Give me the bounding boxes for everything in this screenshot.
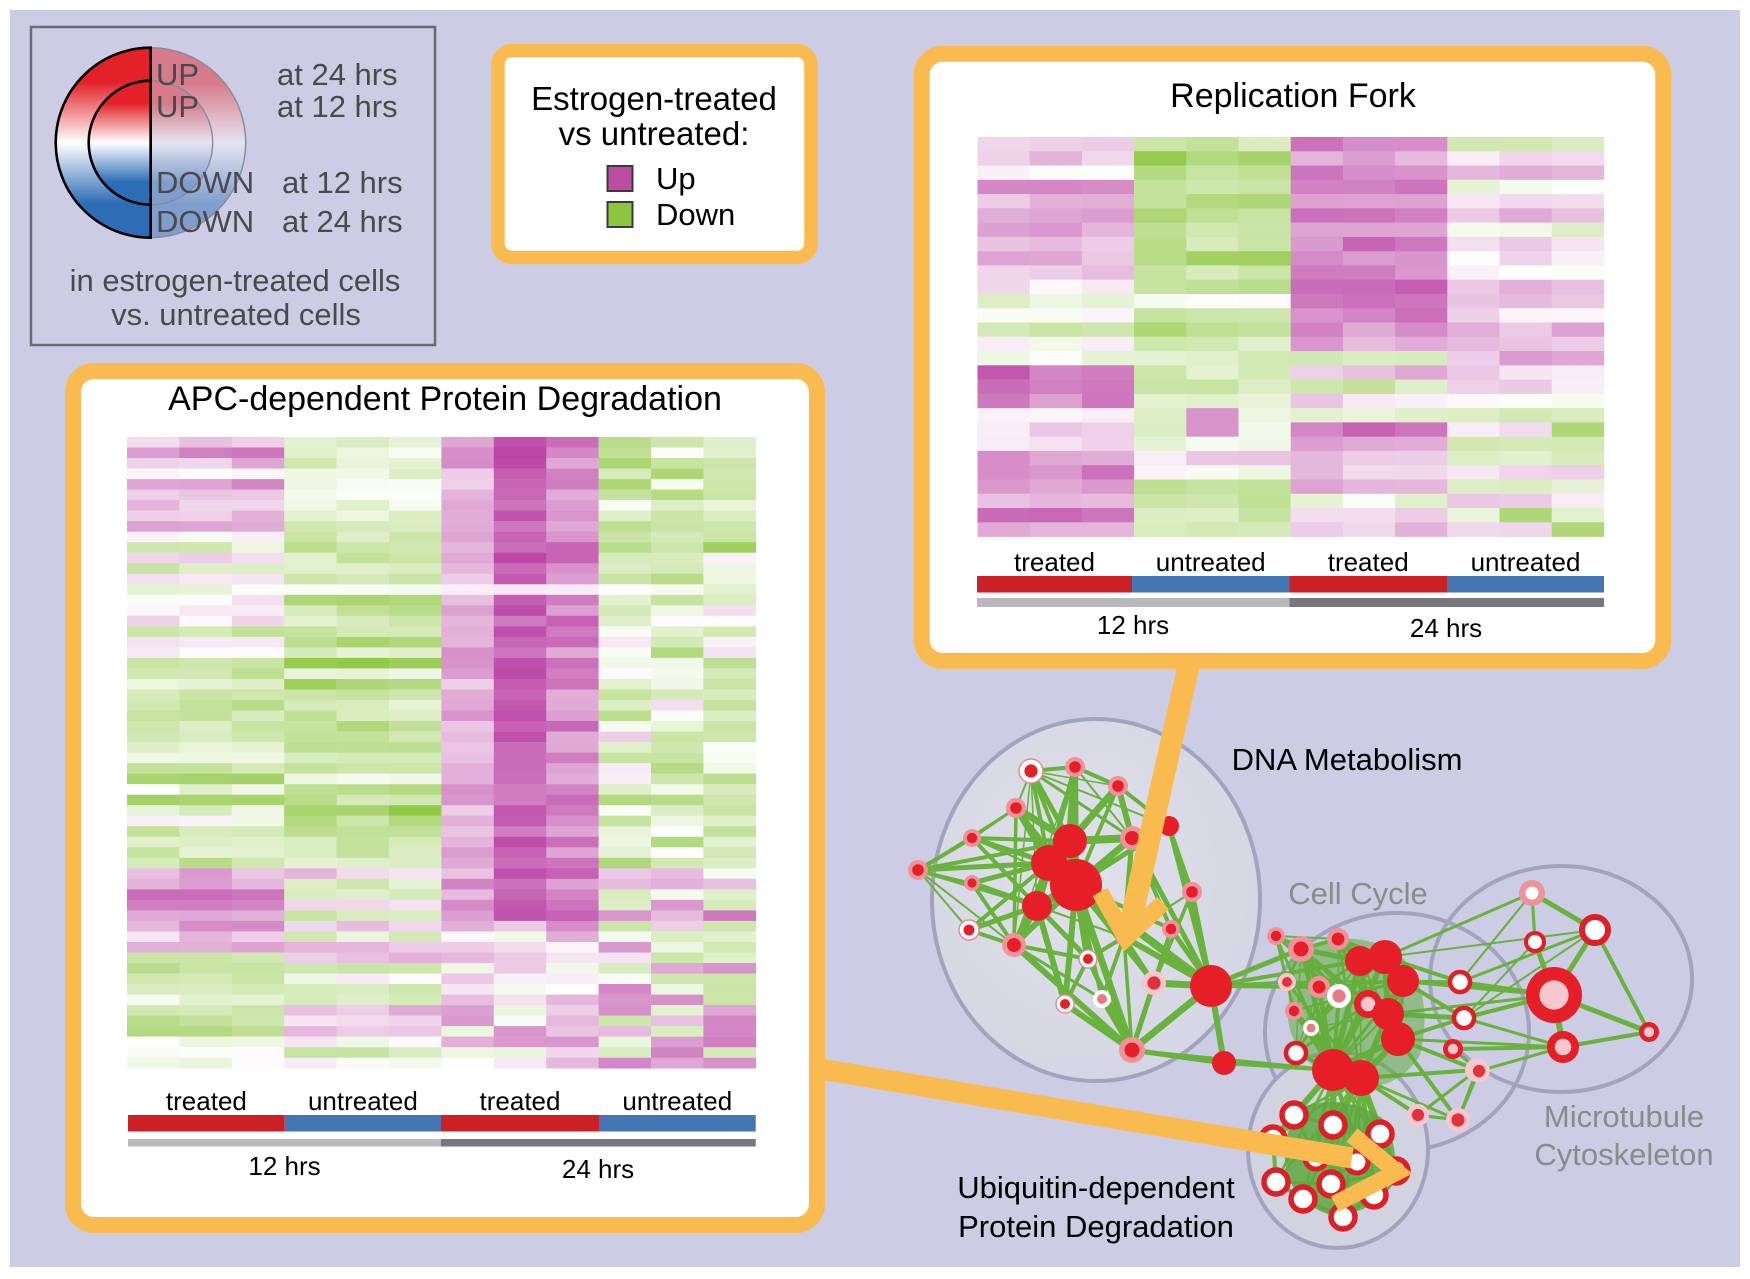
svg-text:24 hrs: 24 hrs: [1410, 613, 1482, 643]
svg-text:12 hrs: 12 hrs: [1097, 610, 1169, 640]
svg-text:APC-dependent Protein Degradat: APC-dependent Protein Degradation: [168, 380, 722, 418]
svg-text:vs untreated:: vs untreated:: [559, 115, 750, 152]
svg-text:untreated: untreated: [1156, 547, 1266, 577]
svg-text:Protein Degradation: Protein Degradation: [958, 1209, 1234, 1244]
svg-text:in estrogen-treated cells: in estrogen-treated cells: [70, 263, 401, 298]
svg-text:12 hrs: 12 hrs: [248, 1151, 320, 1181]
svg-text:24 hrs: 24 hrs: [562, 1154, 634, 1184]
svg-text:untreated: untreated: [308, 1086, 418, 1116]
svg-text:untreated: untreated: [1471, 547, 1581, 577]
svg-text:DNA Metabolism: DNA Metabolism: [1232, 742, 1463, 777]
svg-text:UP: UP: [156, 89, 199, 124]
svg-text:Cytoskeleton: Cytoskeleton: [1534, 1137, 1713, 1172]
svg-text:Microtubule: Microtubule: [1544, 1099, 1704, 1134]
svg-text:UP: UP: [156, 57, 199, 92]
svg-text:at 12 hrs: at 12 hrs: [282, 165, 403, 200]
svg-text:treated: treated: [480, 1086, 561, 1116]
svg-text:Down: Down: [656, 197, 735, 232]
svg-text:treated: treated: [1014, 547, 1095, 577]
svg-text:untreated: untreated: [622, 1086, 732, 1116]
svg-text:DOWN: DOWN: [156, 165, 254, 200]
svg-text:at 24 hrs: at 24 hrs: [277, 57, 398, 92]
svg-text:Replication Fork: Replication Fork: [1170, 77, 1417, 115]
svg-text:Cell Cycle: Cell Cycle: [1288, 876, 1428, 911]
svg-text:at 12 hrs: at 12 hrs: [277, 89, 398, 124]
svg-text:DOWN: DOWN: [156, 204, 254, 239]
svg-text:treated: treated: [1328, 547, 1409, 577]
svg-text:at 24 hrs: at 24 hrs: [282, 204, 403, 239]
svg-text:treated: treated: [166, 1086, 247, 1116]
svg-text:Estrogen-treated: Estrogen-treated: [531, 80, 777, 117]
svg-text:vs. untreated cells: vs. untreated cells: [111, 297, 361, 332]
svg-text:Up: Up: [656, 161, 696, 196]
svg-text:Ubiquitin-dependent: Ubiquitin-dependent: [957, 1170, 1235, 1205]
